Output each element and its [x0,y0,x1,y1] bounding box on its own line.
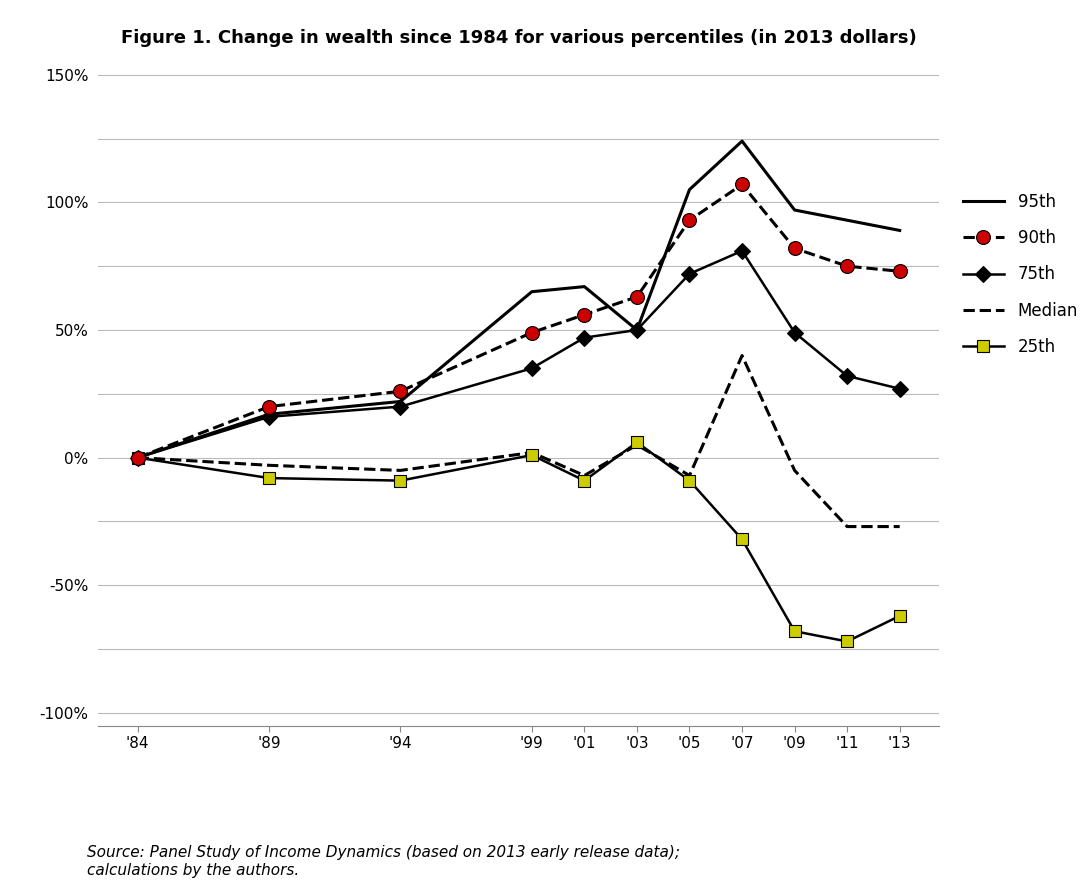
Median [682,470,696,481]
Median [841,521,854,532]
90th [788,243,802,254]
75th [736,245,749,256]
75th [893,383,906,394]
95th [578,281,591,292]
Median [525,447,538,458]
75th [525,363,538,373]
25th [262,473,275,483]
95th [131,452,144,463]
Median [131,452,144,463]
25th [682,475,696,486]
Median [394,466,407,476]
90th [736,179,749,189]
90th [131,452,144,463]
Legend: 95th, 90th, 75th, Median, 25th: 95th, 90th, 75th, Median, 25th [956,186,1084,363]
90th [682,215,696,226]
95th [630,325,643,335]
95th [525,287,538,297]
95th [682,184,696,195]
95th [736,135,749,146]
25th [788,626,802,636]
Median [893,521,906,532]
Median [262,460,275,471]
Title: Figure 1. Change in wealth since 1984 for various percentiles (in 2013 dollars): Figure 1. Change in wealth since 1984 fo… [121,28,916,47]
75th [682,268,696,279]
25th [578,475,591,486]
Line: Median: Median [138,356,900,527]
25th [131,452,144,463]
75th [131,452,144,463]
90th [841,261,854,272]
Line: 90th: 90th [138,184,900,458]
90th [578,310,591,320]
90th [394,386,407,396]
95th [788,204,802,215]
95th [893,225,906,235]
Median [736,350,749,361]
90th [525,327,538,338]
95th [841,215,854,226]
25th [893,611,906,621]
25th [736,534,749,544]
75th [578,333,591,343]
95th [394,396,407,407]
75th [788,327,802,338]
25th [525,450,538,460]
25th [394,475,407,486]
90th [893,266,906,277]
Line: 95th: 95th [138,141,900,458]
90th [630,291,643,302]
25th [630,437,643,448]
Median [630,440,643,450]
25th [841,636,854,647]
75th [630,325,643,335]
Line: 25th: 25th [138,442,900,642]
Median [788,466,802,476]
75th [262,412,275,422]
75th [394,401,407,412]
95th [262,409,275,419]
Median [578,470,591,481]
Text: Source: Panel Study of Income Dynamics (based on 2013 early release data);
calcu: Source: Panel Study of Income Dynamics (… [87,845,680,878]
Line: 75th: 75th [138,250,900,458]
90th [262,401,275,412]
75th [841,371,854,381]
